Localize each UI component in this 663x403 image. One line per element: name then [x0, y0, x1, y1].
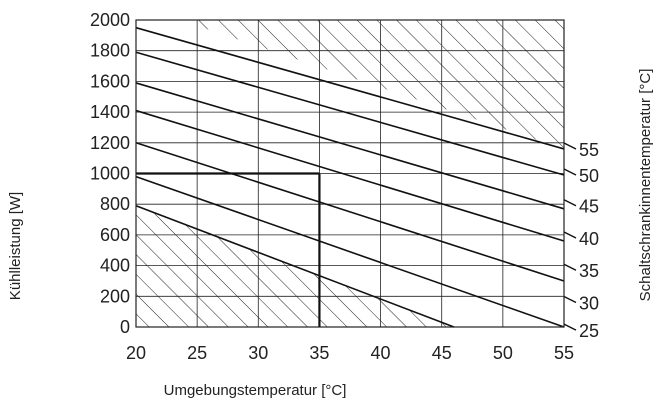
y-tick-label-1800: 1800: [90, 41, 130, 61]
right-label-45: 45: [579, 197, 599, 217]
series-line-40: [135, 109, 565, 242]
y-tick-label-1600: 1600: [90, 71, 130, 91]
y-tick-label-400: 400: [100, 256, 130, 276]
right-label-35: 35: [579, 261, 599, 281]
right-label-leader-55: [563, 142, 577, 150]
series-line-55: [135, 26, 565, 150]
x-tick-label-25: 25: [187, 343, 207, 363]
y-tick-label-1200: 1200: [90, 133, 130, 153]
right-label-leader-40: [563, 231, 577, 239]
hatched-region-1: [180, 20, 564, 149]
y-tick-label-1000: 1000: [90, 164, 130, 184]
reference-lines: [136, 172, 321, 327]
right-label-leader-25: [563, 323, 577, 331]
y-tick-label-200: 200: [100, 286, 130, 306]
y-tick-label-2000: 2000: [90, 10, 130, 30]
series-line-35: [135, 142, 565, 282]
x-axis-title: Umgebungstemperatur [°C]: [164, 382, 347, 399]
series-line-25: [135, 204, 455, 328]
right-label-30: 30: [579, 293, 599, 313]
x-tick-label-35: 35: [309, 343, 329, 363]
series-line-30: [135, 175, 565, 328]
x-tick-label-55: 55: [554, 343, 574, 363]
series-lines: [135, 26, 565, 328]
y-tick-labels: 0 200 400 600 800 1000 1200 1400 1600 1800 2000: [90, 10, 130, 337]
x-tick-label-30: 30: [248, 343, 268, 363]
y-axis-title: Kühlleistung [W]: [7, 192, 24, 300]
x-tick-label-40: 40: [371, 343, 391, 363]
y-tick-label-1400: 1400: [90, 102, 130, 122]
series-line-45: [135, 82, 565, 210]
y-tick-label-0: 0: [120, 317, 130, 337]
right-label-leader-35: [563, 263, 577, 271]
x-tick-labels: 20 25 30 35 40 45 50 55: [126, 343, 574, 363]
right-label-50: 50: [579, 166, 599, 186]
right-label-leader-45: [563, 199, 577, 207]
x-tick-label-20: 20: [126, 343, 146, 363]
right-series-labels: 55 50 45 40 35 30 25: [563, 140, 599, 341]
right-label-40: 40: [579, 229, 599, 249]
x-tick-label-50: 50: [493, 343, 513, 363]
right-label-55: 55: [579, 140, 599, 160]
right-label-leader-30: [563, 295, 577, 304]
right-label-leader-50: [563, 168, 577, 176]
plot-frame: [135, 19, 565, 328]
right-axis-title: Schaltschrankinnentemperatur [°C]: [637, 69, 654, 302]
x-tick-label-45: 45: [432, 343, 452, 363]
series-line-50: [135, 51, 565, 176]
y-tick-label-600: 600: [100, 225, 130, 245]
right-label-25: 25: [579, 321, 599, 341]
y-tick-label-800: 800: [100, 194, 130, 214]
